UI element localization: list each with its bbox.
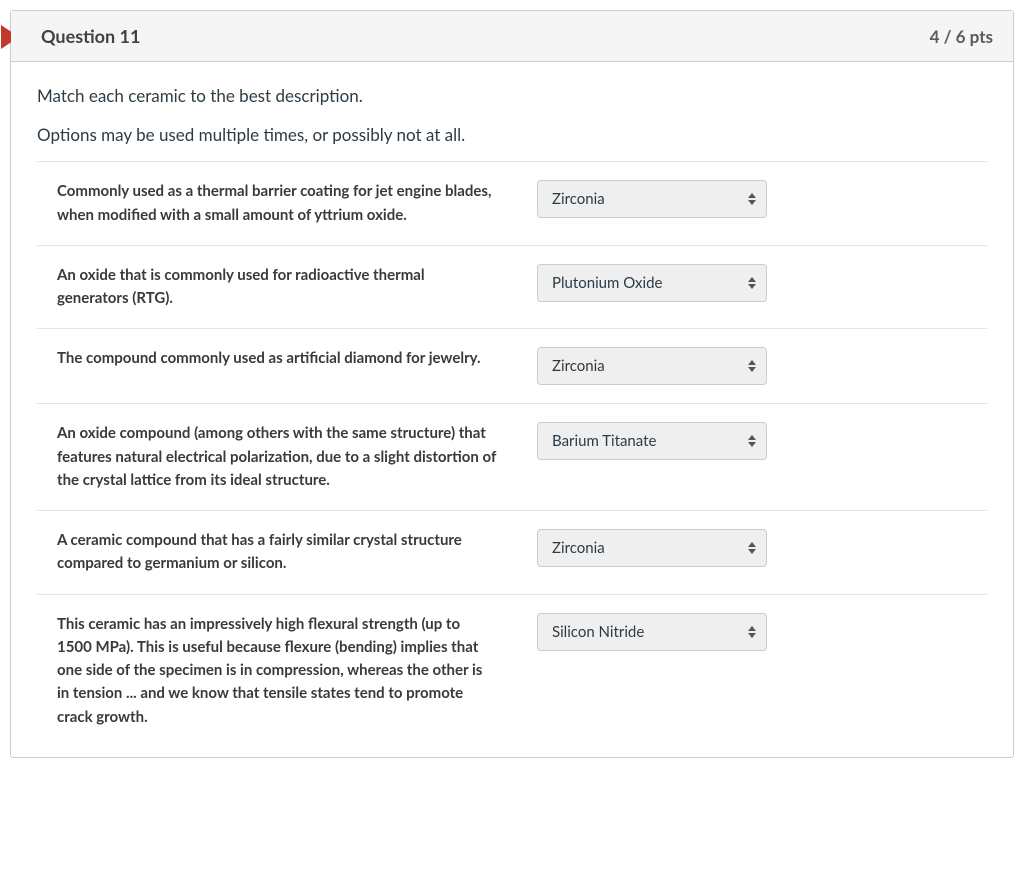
question-body: Match each ceramic to the best descripti… [11, 62, 1013, 757]
match-prompt-text: Commonly used as a thermal barrier coati… [57, 180, 537, 227]
match-row: Commonly used as a thermal barrier coati… [37, 161, 987, 245]
chevron-updown-icon [748, 193, 756, 205]
chevron-updown-icon [748, 277, 756, 289]
match-row: An oxide that is commonly used for radio… [37, 245, 987, 329]
match-row: The compound commonly used as artificial… [37, 328, 987, 403]
answer-select[interactable]: Zirconia [537, 180, 767, 218]
answer-select[interactable]: Silicon Nitride [537, 613, 767, 651]
chevron-updown-icon [748, 542, 756, 554]
prompt-line: Options may be used multiple times, or p… [37, 123, 987, 148]
matching-answers: Commonly used as a thermal barrier coati… [37, 161, 987, 747]
match-row: This ceramic has an impressively high fl… [37, 594, 987, 747]
match-row: A ceramic compound that has a fairly sim… [37, 510, 987, 594]
match-answer: Plutonium Oxide [537, 264, 787, 302]
match-prompt-text: An oxide that is commonly used for radio… [57, 264, 537, 311]
match-prompt-text: An oxide compound (among others with the… [57, 422, 537, 492]
select-value: Zirconia [552, 539, 605, 557]
match-prompt-text: The compound commonly used as artificial… [57, 347, 537, 370]
match-prompt-text: A ceramic compound that has a fairly sim… [57, 529, 537, 576]
select-value: Zirconia [552, 190, 605, 208]
answer-select[interactable]: Plutonium Oxide [537, 264, 767, 302]
match-answer: Zirconia [537, 180, 787, 218]
answer-select[interactable]: Barium Titanate [537, 422, 767, 460]
match-answer: Barium Titanate [537, 422, 787, 460]
question-points: 4 / 6 pts [930, 26, 993, 47]
question-header: Question 11 4 / 6 pts [11, 11, 1013, 62]
prompt-line: Match each ceramic to the best descripti… [37, 84, 987, 109]
match-row: An oxide compound (among others with the… [37, 403, 987, 510]
match-answer: Silicon Nitride [537, 613, 787, 651]
match-answer: Zirconia [537, 347, 787, 385]
select-value: Plutonium Oxide [552, 274, 662, 292]
answer-select[interactable]: Zirconia [537, 347, 767, 385]
chevron-updown-icon [748, 435, 756, 447]
question-card: Question 11 4 / 6 pts Match each ceramic… [10, 10, 1014, 758]
select-value: Barium Titanate [552, 432, 656, 450]
answer-select[interactable]: Zirconia [537, 529, 767, 567]
match-answer: Zirconia [537, 529, 787, 567]
chevron-updown-icon [748, 360, 756, 372]
question-prompt: Match each ceramic to the best descripti… [37, 84, 987, 147]
select-value: Zirconia [552, 357, 605, 375]
chevron-updown-icon [748, 626, 756, 638]
select-value: Silicon Nitride [552, 623, 644, 641]
match-prompt-text: This ceramic has an impressively high fl… [57, 613, 537, 729]
question-title: Question 11 [41, 25, 140, 47]
